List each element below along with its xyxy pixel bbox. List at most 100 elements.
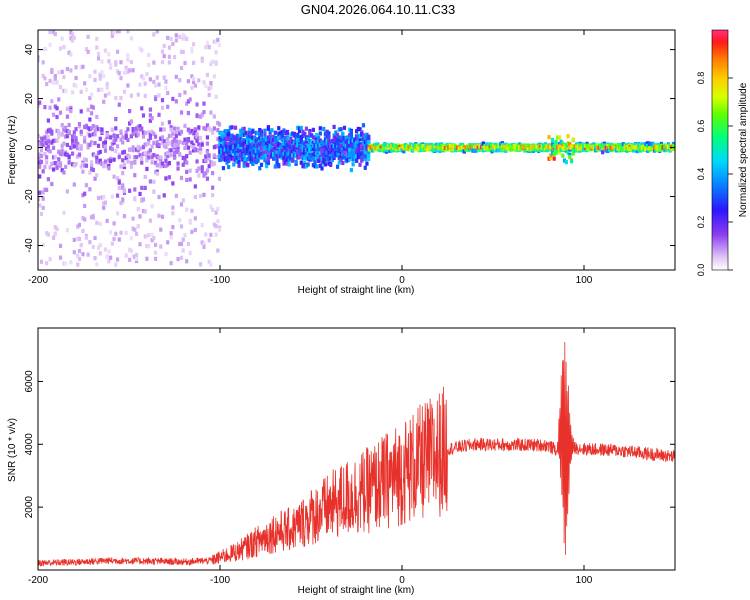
heatmap-cell: [284, 145, 288, 151]
heatmap-cell: [223, 157, 227, 162]
heatmap-cell: [91, 141, 95, 146]
heatmap-cell: [265, 137, 269, 142]
heatmap-cell: [124, 130, 128, 135]
heatmap-cell: [242, 138, 246, 143]
heatmap-cell: [363, 153, 367, 159]
heatmap-cell: [280, 130, 284, 135]
heatmap-cell: [455, 145, 460, 150]
heatmap-cell: [242, 145, 246, 150]
heatmap-cell: [668, 148, 672, 153]
heatmap-cell: [308, 147, 312, 152]
heatmap-cell: [55, 226, 59, 232]
heatmap-cell: [38, 133, 40, 139]
heatmap-cell: [58, 255, 63, 260]
heatmap-cell: [327, 137, 331, 143]
heatmap-cell: [227, 147, 231, 152]
heatmap-cell: [162, 139, 166, 144]
heatmap-cell: [216, 144, 220, 149]
heatmap-cell: [372, 145, 377, 151]
heatmap-cell: [474, 148, 479, 153]
heatmap-cell: [41, 205, 45, 211]
heatmap-cell: [70, 138, 75, 143]
heatmap-cell: [228, 148, 232, 153]
heatmap-cell: [363, 140, 367, 145]
heatmap-cell: [176, 149, 180, 155]
heatmap-cell: [325, 139, 329, 144]
heatmap-cell: [249, 138, 253, 143]
heatmap-cell: [254, 160, 258, 165]
heatmap-cell: [221, 141, 226, 146]
heatmap-cell: [313, 152, 317, 157]
heatmap-cell: [438, 143, 442, 148]
heatmap-cell: [311, 127, 315, 132]
heatmap-cell: [488, 147, 492, 152]
heatmap-cell: [136, 124, 140, 130]
heatmap-cell: [356, 141, 360, 146]
heatmap-cell: [38, 203, 42, 208]
heatmap-cell: [119, 95, 123, 101]
heatmap-cell: [138, 124, 142, 129]
heatmap-cell: [84, 87, 89, 92]
heatmap-cell: [138, 146, 142, 151]
heatmap-cell: [95, 36, 99, 41]
heatmap-cell: [535, 145, 539, 150]
heatmap-cell: [202, 80, 206, 85]
heatmap-cell: [342, 155, 347, 160]
heatmap-cell: [48, 257, 52, 262]
heatmap-cell: [193, 147, 197, 152]
heatmap-cell: [169, 153, 173, 158]
heatmap-cell: [620, 144, 624, 149]
heatmap-cells: [38, 30, 675, 267]
heatmap-cell: [48, 105, 52, 110]
heatmap-cell: [188, 97, 192, 102]
heatmap-cell: [383, 147, 387, 152]
heatmap-cell: [190, 128, 194, 133]
heatmap-cell: [246, 134, 250, 140]
heatmap-cell: [652, 148, 657, 153]
heatmap-cell: [405, 144, 409, 149]
heatmap-cell: [81, 193, 85, 198]
heatmap-cell: [64, 164, 68, 170]
heatmap-cell: [77, 121, 82, 127]
heatmap-cell: [410, 144, 415, 149]
heatmap-cell: [105, 81, 109, 87]
heatmap-cell: [162, 127, 166, 132]
heatmap-cell: [148, 113, 152, 118]
heatmap-cell: [216, 37, 220, 42]
heatmap-cell: [107, 166, 111, 171]
heatmap-cell: [220, 148, 224, 153]
heatmap-cell: [266, 160, 271, 165]
heatmap-cell: [607, 144, 612, 149]
heatmap-cell: [543, 143, 548, 148]
heatmap-cell: [153, 160, 158, 165]
heatmap-cell: [632, 148, 636, 153]
heatmap-cell: [89, 163, 94, 168]
heatmap-cell: [633, 145, 638, 150]
heatmap-cell: [554, 150, 558, 155]
heatmap-cell: [322, 147, 326, 152]
heatmap-cell: [70, 134, 75, 139]
snr-x-label: Height of straight line (km): [298, 585, 415, 596]
heatmap-cell: [297, 155, 302, 160]
heatmap-cell: [77, 144, 82, 149]
heatmap-cell: [190, 208, 194, 213]
heatmap-cell: [107, 249, 111, 254]
heatmap-cell: [540, 147, 544, 153]
heatmap-cell: [611, 144, 615, 149]
heatmap-cell: [476, 145, 480, 150]
heatmap-cell: [259, 145, 264, 151]
heatmap-cell: [266, 154, 271, 159]
heatmap-cell: [429, 145, 434, 150]
heatmap-cell: [153, 96, 158, 102]
heatmap-cell: [51, 30, 56, 35]
heatmap-cell: [256, 154, 260, 159]
heatmap-cell: [217, 176, 222, 181]
heatmap-cell: [60, 168, 64, 173]
heatmap-cell: [133, 227, 137, 232]
heatmap-cell: [74, 161, 78, 167]
heatmap-cell: [126, 83, 130, 88]
heatmap-cell: [57, 70, 61, 75]
heatmap-cell: [361, 144, 366, 149]
heatmap-cell: [378, 147, 382, 152]
heatmap-cell: [297, 126, 302, 131]
